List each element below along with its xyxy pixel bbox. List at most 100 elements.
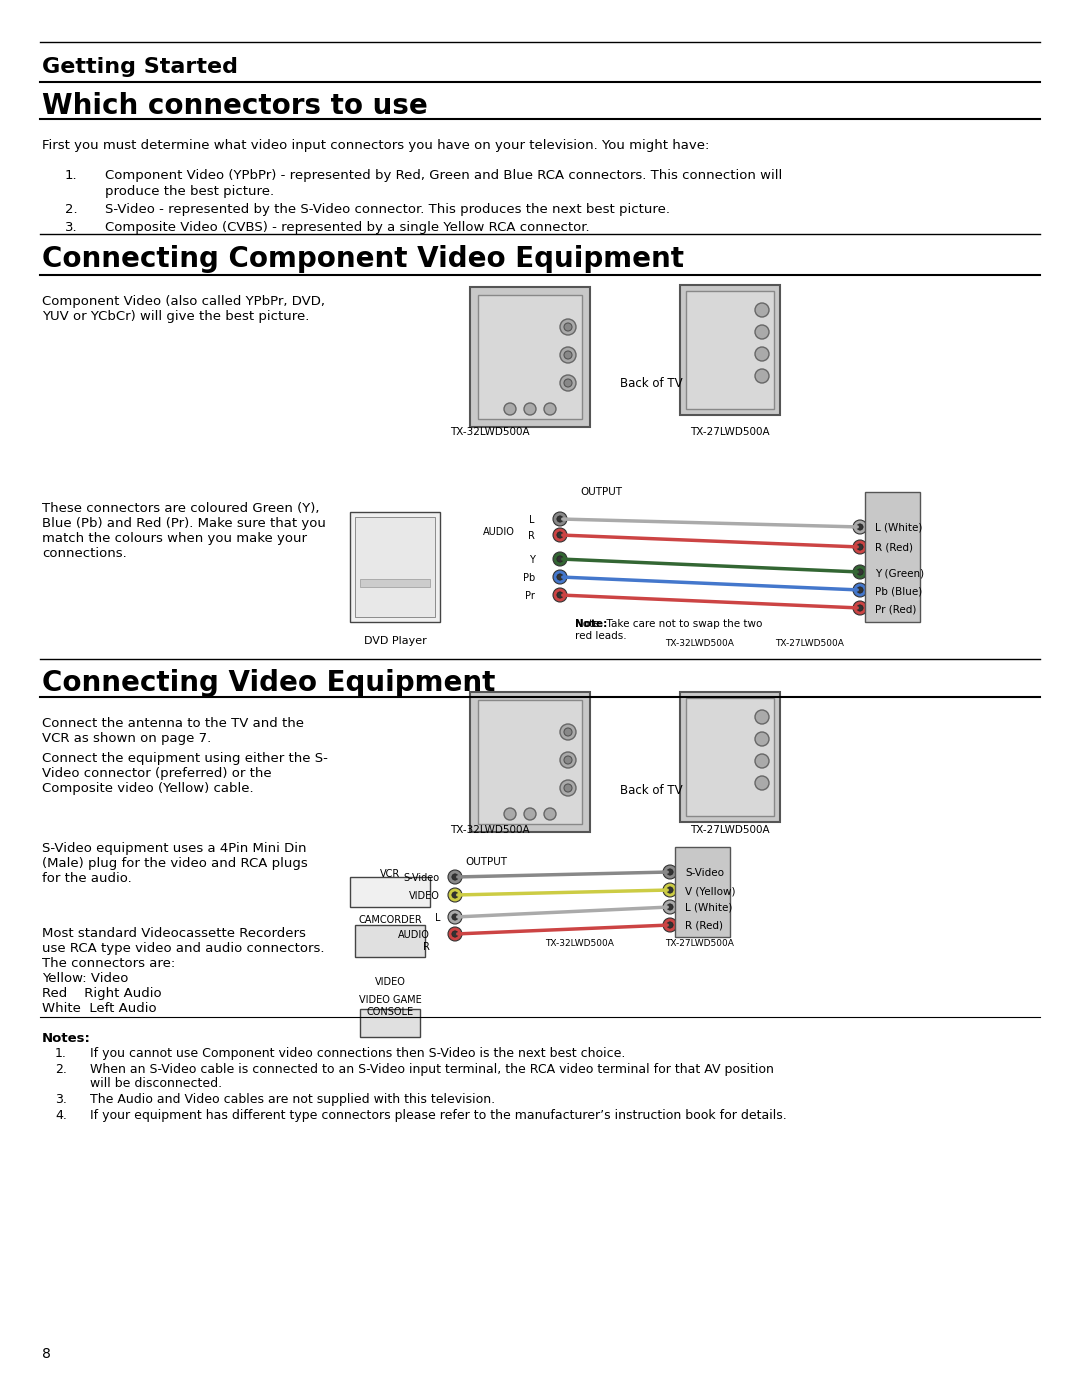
Circle shape	[856, 543, 863, 550]
Circle shape	[561, 374, 576, 391]
Text: Notes:: Notes:	[42, 1032, 91, 1045]
Circle shape	[544, 402, 556, 415]
Circle shape	[557, 592, 563, 598]
Circle shape	[561, 319, 576, 335]
Text: The Audio and Video cables are not supplied with this television.: The Audio and Video cables are not suppl…	[90, 1092, 495, 1106]
Text: AUDIO: AUDIO	[483, 527, 515, 536]
Bar	[680, 285, 780, 415]
Text: Composite Video (CVBS) - represented by a single Yellow RCA connector.: Composite Video (CVBS) - represented by …	[105, 221, 590, 235]
Circle shape	[666, 922, 673, 928]
Text: If you cannot use Component video connections then S-Video is the next best choi: If you cannot use Component video connec…	[90, 1046, 625, 1060]
Bar	[686, 698, 774, 816]
Circle shape	[504, 402, 516, 415]
Text: Pb: Pb	[523, 573, 535, 583]
Text: If your equipment has different type connectors please refer to the manufacturer: If your equipment has different type con…	[90, 1109, 786, 1122]
Text: TX-27LWD500A: TX-27LWD500A	[690, 826, 770, 835]
Circle shape	[564, 323, 572, 331]
Text: VIDEO: VIDEO	[409, 891, 440, 901]
Text: produce the best picture.: produce the best picture.	[105, 184, 274, 198]
Circle shape	[448, 870, 462, 884]
Circle shape	[666, 904, 673, 911]
Text: VCR: VCR	[380, 869, 400, 879]
Text: These connectors are coloured Green (Y),
Blue (Pb) and Red (Pr). Make sure that : These connectors are coloured Green (Y),…	[42, 502, 326, 560]
Bar	[686, 291, 774, 409]
Circle shape	[451, 930, 458, 937]
Text: R (Red): R (Red)	[685, 921, 723, 930]
Circle shape	[856, 524, 863, 529]
Text: S-Video - represented by the S-Video connector. This produces the next best pict: S-Video - represented by the S-Video con…	[105, 203, 670, 217]
Circle shape	[853, 601, 867, 615]
Circle shape	[663, 865, 677, 879]
Circle shape	[853, 520, 867, 534]
Text: V (Yellow): V (Yellow)	[685, 886, 735, 895]
Text: Y: Y	[529, 555, 535, 564]
Circle shape	[561, 780, 576, 796]
Text: Connect the equipment using either the S-
Video connector (preferred) or the
Com: Connect the equipment using either the S…	[42, 752, 328, 795]
Text: Connecting Component Video Equipment: Connecting Component Video Equipment	[42, 244, 684, 272]
Text: When an S-Video cable is connected to an S-Video input terminal, the RCA video t: When an S-Video cable is connected to an…	[90, 1063, 774, 1076]
Text: Pr: Pr	[525, 591, 535, 601]
Text: TX-32LWD500A: TX-32LWD500A	[545, 939, 615, 949]
Circle shape	[564, 728, 572, 736]
Text: TX-32LWD500A: TX-32LWD500A	[665, 638, 734, 648]
Text: TX-32LWD500A: TX-32LWD500A	[450, 826, 530, 835]
Text: Pr (Red): Pr (Red)	[875, 604, 916, 615]
Text: Component Video (also called YPbPr, DVD,
YUV or YCbCr) will give the best pictur: Component Video (also called YPbPr, DVD,…	[42, 295, 325, 323]
Circle shape	[755, 754, 769, 768]
Bar	[865, 492, 920, 622]
Bar	[355, 517, 435, 617]
Text: R: R	[528, 531, 535, 541]
Bar	[360, 578, 430, 587]
Circle shape	[561, 724, 576, 740]
Text: L (White): L (White)	[685, 902, 732, 914]
Text: Y (Green): Y (Green)	[875, 569, 924, 578]
Text: TX-27LWD500A: TX-27LWD500A	[690, 427, 770, 437]
Circle shape	[553, 511, 567, 527]
Text: First you must determine what video input connectors you have on your television: First you must determine what video inpu…	[42, 138, 710, 152]
Text: CAMCORDER: CAMCORDER	[359, 915, 422, 925]
Text: Note: Take care not to swap the two
red leads.: Note: Take care not to swap the two red …	[575, 619, 762, 641]
Circle shape	[553, 552, 567, 566]
Circle shape	[853, 541, 867, 555]
Circle shape	[666, 887, 673, 893]
Bar	[355, 925, 426, 957]
Circle shape	[663, 883, 677, 897]
Bar	[675, 847, 730, 937]
Bar	[680, 692, 780, 821]
Text: Getting Started: Getting Started	[42, 57, 238, 77]
Text: TX-27LWD500A: TX-27LWD500A	[665, 939, 734, 949]
Text: L (White): L (White)	[875, 522, 922, 534]
Text: S-Video: S-Video	[685, 868, 724, 877]
Text: VIDEO GAME
CONSOLE: VIDEO GAME CONSOLE	[359, 995, 421, 1017]
Text: 8: 8	[42, 1347, 51, 1361]
Text: S-Video equipment uses a 4Pin Mini Din
(Male) plug for the video and RCA plugs
f: S-Video equipment uses a 4Pin Mini Din (…	[42, 842, 308, 886]
Circle shape	[557, 532, 563, 538]
Circle shape	[557, 556, 563, 562]
Circle shape	[448, 909, 462, 923]
Circle shape	[856, 605, 863, 610]
Circle shape	[755, 303, 769, 317]
Circle shape	[553, 588, 567, 602]
Text: will be disconnected.: will be disconnected.	[90, 1077, 222, 1090]
Circle shape	[564, 379, 572, 387]
Circle shape	[856, 569, 863, 576]
Text: Component Video (YPbPr) - represented by Red, Green and Blue RCA connectors. Thi: Component Video (YPbPr) - represented by…	[105, 169, 782, 182]
Bar	[470, 692, 590, 833]
Circle shape	[755, 346, 769, 360]
Circle shape	[557, 515, 563, 522]
Text: VIDEO: VIDEO	[375, 977, 405, 988]
Text: 4.: 4.	[55, 1109, 67, 1122]
Text: DVD Player: DVD Player	[364, 636, 427, 645]
Circle shape	[755, 369, 769, 383]
Text: OUTPUT: OUTPUT	[465, 856, 507, 868]
Circle shape	[557, 574, 563, 580]
Circle shape	[663, 900, 677, 914]
Circle shape	[755, 732, 769, 746]
Circle shape	[553, 570, 567, 584]
Text: Which connectors to use: Which connectors to use	[42, 92, 428, 120]
Circle shape	[663, 918, 677, 932]
Circle shape	[755, 775, 769, 789]
Text: Connect the antenna to the TV and the
VCR as shown on page 7.: Connect the antenna to the TV and the VC…	[42, 717, 303, 745]
Circle shape	[853, 583, 867, 597]
Bar	[360, 1009, 420, 1037]
